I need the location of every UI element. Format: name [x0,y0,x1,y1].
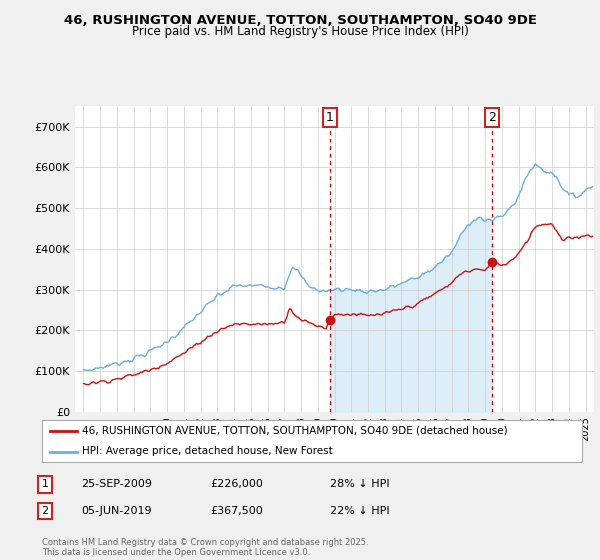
Text: 46, RUSHINGTON AVENUE, TOTTON, SOUTHAMPTON, SO40 9DE (detached house): 46, RUSHINGTON AVENUE, TOTTON, SOUTHAMPT… [83,426,508,436]
Text: 22% ↓ HPI: 22% ↓ HPI [330,506,389,516]
Text: Contains HM Land Registry data © Crown copyright and database right 2025.
This d: Contains HM Land Registry data © Crown c… [42,538,368,557]
Text: 1: 1 [41,479,49,489]
Text: 1: 1 [326,111,334,124]
Text: 2: 2 [488,111,496,124]
Text: 46, RUSHINGTON AVENUE, TOTTON, SOUTHAMPTON, SO40 9DE: 46, RUSHINGTON AVENUE, TOTTON, SOUTHAMPT… [64,14,536,27]
Text: 25-SEP-2009: 25-SEP-2009 [81,479,152,489]
Text: 05-JUN-2019: 05-JUN-2019 [81,506,152,516]
Text: HPI: Average price, detached house, New Forest: HPI: Average price, detached house, New … [83,446,333,456]
Text: 2: 2 [41,506,49,516]
Text: £367,500: £367,500 [210,506,263,516]
Text: Price paid vs. HM Land Registry's House Price Index (HPI): Price paid vs. HM Land Registry's House … [131,25,469,38]
Text: 28% ↓ HPI: 28% ↓ HPI [330,479,389,489]
Text: £226,000: £226,000 [210,479,263,489]
